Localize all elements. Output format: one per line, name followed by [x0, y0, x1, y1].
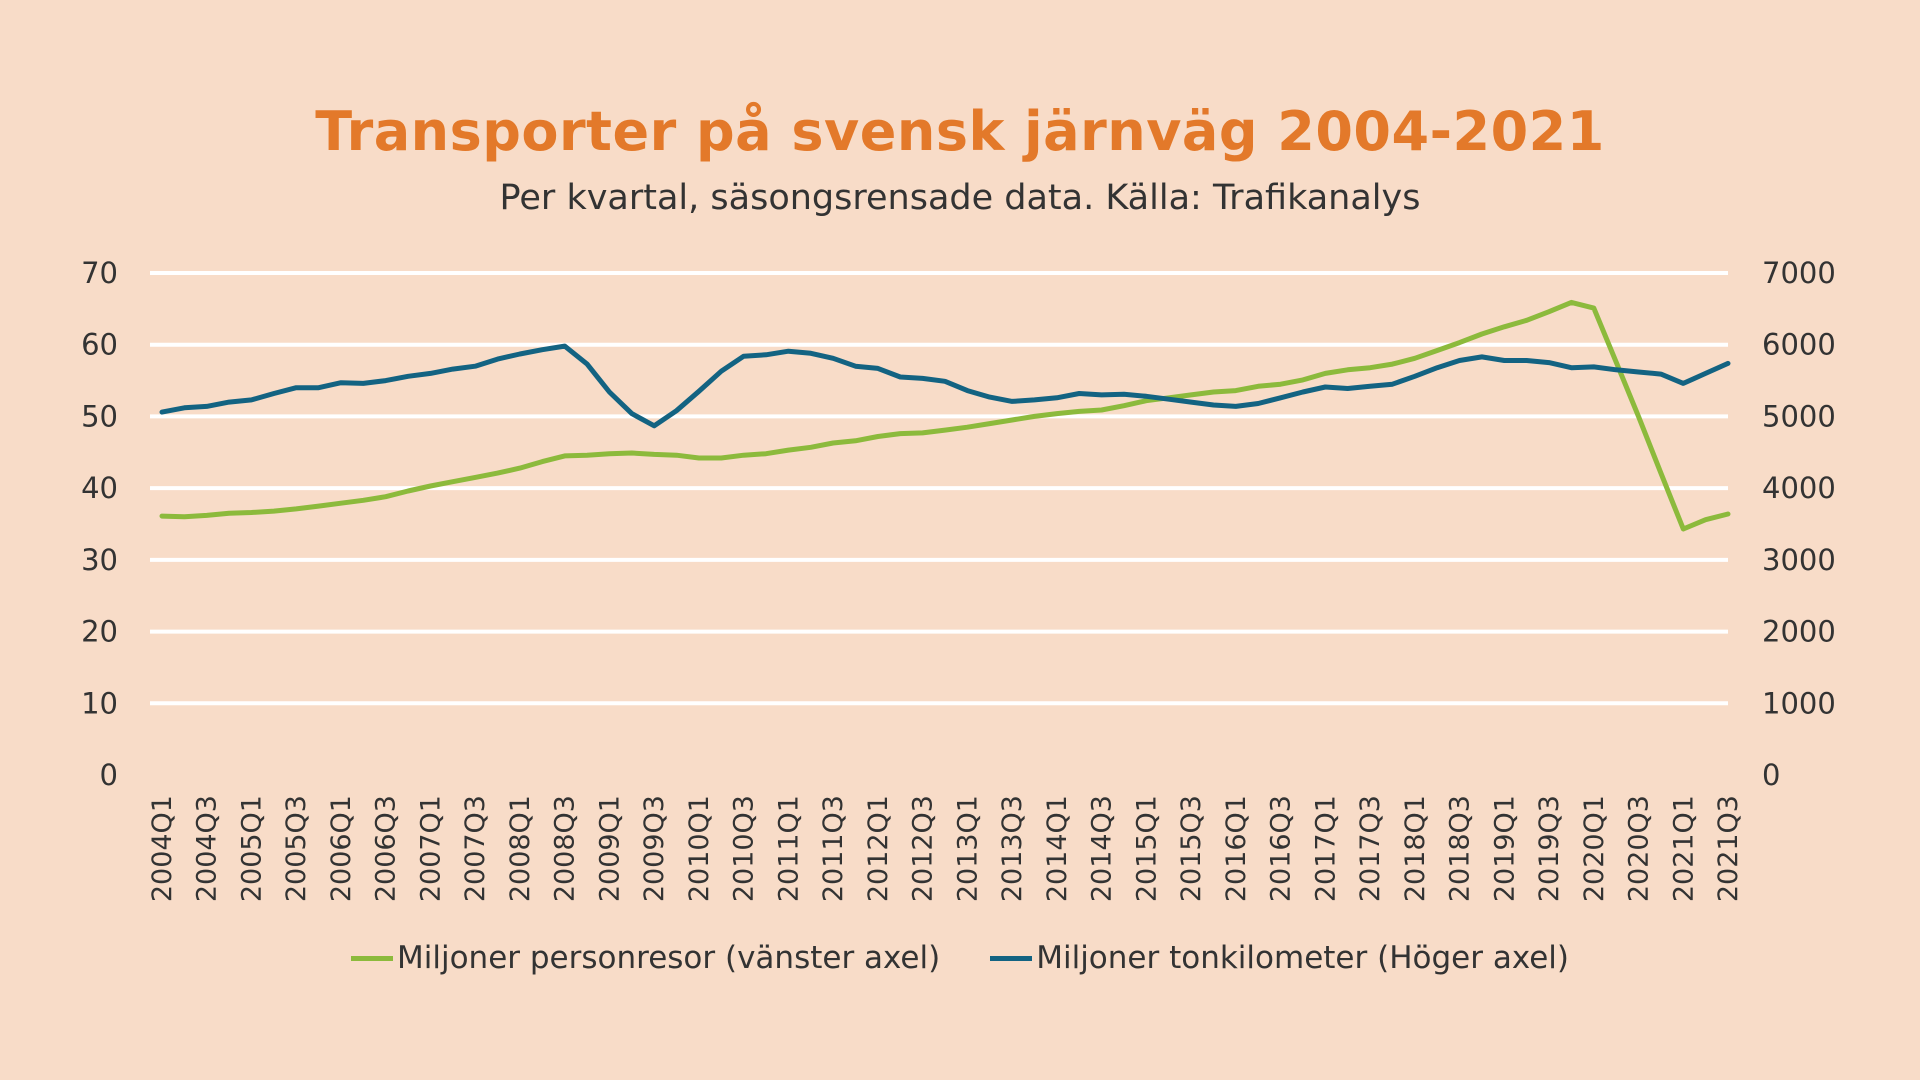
x-tick-label: 2015Q1	[1131, 795, 1162, 902]
legend-label-personresor: Miljoner personresor (vänster axel)	[397, 940, 941, 976]
y-right-tick-label: 1000	[1762, 686, 1836, 720]
series-line-tonkilometer	[159, 343, 1731, 429]
legend: Miljoner personresor (vänster axel) Milj…	[0, 940, 1920, 976]
x-tick-label: 2021Q3	[1713, 795, 1744, 902]
x-tick-label: 2017Q3	[1355, 795, 1386, 902]
x-tick-label: 2016Q1	[1221, 795, 1252, 902]
y-left-tick-label: 0	[100, 758, 118, 792]
x-tick-label: 2007Q3	[460, 795, 491, 902]
x-tick-label: 2006Q3	[371, 795, 402, 902]
y-left-tick-label: 10	[81, 686, 118, 720]
x-tick-label: 2004Q3	[192, 795, 223, 902]
legend-item-tonkilometer: Miljoner tonkilometer (Höger axel)	[990, 940, 1569, 976]
x-tick-label: 2017Q1	[1310, 795, 1341, 902]
y-left-tick-label: 20	[81, 615, 118, 649]
y-left-tick-label: 40	[81, 471, 118, 505]
x-tick-label: 2010Q3	[729, 795, 760, 902]
legend-label-tonkilometer: Miljoner tonkilometer (Höger axel)	[1036, 940, 1569, 976]
y-right-tick-label: 4000	[1762, 471, 1836, 505]
x-tick-label: 2018Q1	[1400, 795, 1431, 902]
x-tick-label: 2008Q3	[550, 795, 581, 902]
x-tick-label: 2014Q3	[1087, 795, 1118, 902]
legend-swatch-personresor	[351, 955, 393, 961]
y-left-tick-label: 30	[81, 543, 118, 577]
x-tick-label: 2006Q1	[326, 795, 357, 902]
x-tick-label: 2010Q1	[684, 795, 715, 902]
y-right-tick-label: 0	[1762, 758, 1780, 792]
x-tick-label: 2016Q3	[1266, 795, 1297, 902]
y-left-tick-label: 50	[81, 399, 118, 433]
y-right-tick-label: 5000	[1762, 399, 1836, 433]
x-tick-label: 2019Q3	[1534, 795, 1565, 902]
x-tick-label: 2013Q3	[997, 795, 1028, 902]
x-tick-label: 2011Q3	[818, 795, 849, 902]
y-right-tick-label: 2000	[1762, 615, 1836, 649]
x-tick-label: 2005Q3	[281, 795, 312, 902]
x-tick-label: 2012Q3	[908, 795, 939, 902]
y-left-tick-label: 60	[81, 328, 118, 362]
x-tick-label: 2020Q3	[1624, 795, 1655, 902]
y-right-tick-label: 6000	[1762, 328, 1836, 362]
x-tick-label: 2005Q1	[236, 795, 267, 902]
x-tick-label: 2013Q1	[952, 795, 983, 902]
x-tick-label: 2014Q1	[1042, 795, 1073, 902]
x-tick-label: 2009Q3	[639, 795, 670, 902]
x-tick-label: 2007Q1	[415, 795, 446, 902]
y-left-tick-label: 70	[81, 256, 118, 290]
x-tick-label: 2020Q1	[1579, 795, 1610, 902]
legend-item-personresor: Miljoner personresor (vänster axel)	[351, 940, 940, 976]
y-right-tick-label: 7000	[1762, 256, 1836, 290]
series-line-personresor	[159, 299, 1731, 532]
y-right-tick-label: 3000	[1762, 543, 1836, 577]
x-tick-label: 2021Q1	[1668, 795, 1699, 902]
legend-swatch-tonkilometer	[990, 955, 1033, 961]
x-tick-label: 2015Q3	[1176, 795, 1207, 902]
chart-subtitle: Per kvartal, säsongsrensade data. Källa:…	[499, 178, 1421, 218]
x-tick-label: 2018Q3	[1445, 795, 1476, 902]
x-tick-label: 2019Q1	[1489, 795, 1520, 902]
x-tick-label: 2009Q1	[594, 795, 625, 902]
x-tick-label: 2004Q1	[147, 795, 178, 902]
x-tick-label: 2012Q1	[863, 795, 894, 902]
chart-title: Transporter på svensk järnväg 2004-2021	[315, 100, 1605, 163]
x-tick-label: 2011Q1	[773, 795, 804, 902]
x-tick-label: 2008Q1	[505, 795, 536, 902]
